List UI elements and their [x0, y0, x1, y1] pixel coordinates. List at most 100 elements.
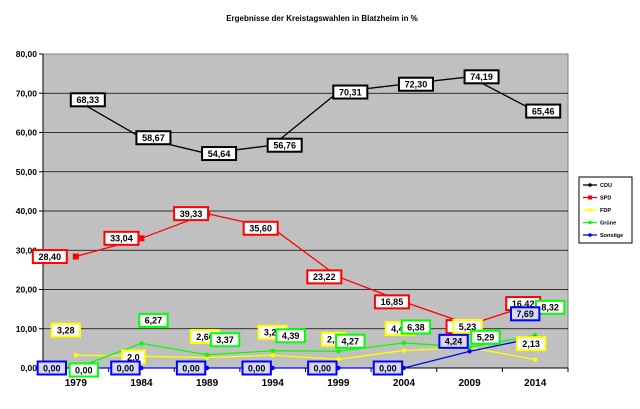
- x-tick-label: 2009: [458, 378, 481, 389]
- data-label-box: [372, 360, 404, 376]
- data-point: [467, 349, 472, 354]
- data-label: 2,13: [522, 339, 540, 349]
- labels-cdu: 68,33 58,67 54,64 56,76 70,31 72,30 74,19 65,46: [69, 69, 562, 162]
- labels-gr-ne: 0,00 6,27 3,37 4,39 4,27 6,38 5,29 8,32: [68, 299, 566, 378]
- data-label: 2,66: [196, 332, 214, 342]
- data-label-box: [31, 249, 68, 265]
- data-label-box: [438, 333, 469, 349]
- x-tick-label: 1979: [65, 378, 88, 389]
- data-label: 35,60: [249, 224, 272, 234]
- data-point: [270, 348, 275, 353]
- legend-marker: [588, 195, 592, 200]
- data-label-box: [103, 230, 140, 246]
- data-label-box: [463, 69, 500, 85]
- data-labels: 68,33 58,67 54,64 56,76 70,31 72,30 74,19 65,46…: [31, 69, 566, 378]
- legend-marker: [588, 233, 592, 237]
- data-label-box: [36, 360, 68, 376]
- data-label: 0,00: [117, 363, 135, 373]
- data-label: 39,33: [180, 209, 203, 219]
- data-label-box: [50, 322, 82, 338]
- data-point: [336, 357, 341, 362]
- legend-label: SPD: [600, 196, 611, 202]
- y-tick-label: 80,00: [16, 49, 38, 59]
- data-label: 6,38: [407, 322, 425, 332]
- data-point: [204, 352, 210, 357]
- data-label: 16,42: [512, 299, 535, 309]
- data-label-box: [110, 360, 141, 376]
- y-tick-label: 0,00: [20, 363, 37, 373]
- data-label-box: [266, 137, 303, 153]
- data-label: 72,30: [405, 80, 428, 90]
- data-label: 5,23: [459, 322, 477, 332]
- data-label: 0,00: [314, 363, 332, 373]
- chart-title: Ergebnisse der Kreistagswahlen in Blatzh…: [226, 14, 418, 23]
- data-label: 65,46: [532, 106, 555, 116]
- data-label: 6,27: [145, 316, 163, 326]
- x-tick-label: 1984: [130, 378, 153, 389]
- series-line: [75, 337, 536, 369]
- y-tick-label: 50,00: [16, 167, 38, 177]
- data-label: 0,00: [248, 363, 266, 373]
- data-point: [336, 349, 341, 354]
- data-label: 7,69: [516, 309, 534, 319]
- data-label: 23,22: [313, 272, 336, 282]
- data-point: [138, 235, 145, 242]
- data-label-box: [509, 306, 541, 322]
- legend-marker: [588, 208, 592, 212]
- data-label-box: [275, 328, 306, 344]
- data-label-box: [470, 329, 501, 345]
- data-label: 70,31: [339, 87, 362, 97]
- legend-label: FDP: [600, 208, 611, 214]
- x-tick-label: 1989: [196, 378, 219, 389]
- data-label: 5,29: [477, 333, 495, 343]
- data-label: 4,45: [391, 324, 409, 334]
- data-label-box: [400, 319, 432, 335]
- y-tick-label: 30,00: [16, 245, 38, 255]
- data-label-box: [138, 312, 169, 328]
- y-tick-label: 60,00: [16, 128, 38, 138]
- y-tick-label: 20,00: [16, 285, 38, 295]
- y-tick-label: 40,00: [16, 206, 38, 216]
- y-axis: 0,00 10,00 20,00 30,00 40,00 50,00 60,00 70,00 8…: [16, 49, 44, 373]
- data-label-box: [307, 360, 338, 376]
- data-label-box: [201, 146, 238, 162]
- legend-marker: [588, 220, 592, 225]
- x-tick-label: 2014: [524, 378, 547, 389]
- data-label: 68,33: [77, 95, 100, 105]
- data-label-box: [242, 220, 279, 236]
- data-point: [270, 353, 275, 358]
- data-label: 0,00: [182, 363, 200, 373]
- y-tick-label: 70,00: [16, 88, 38, 98]
- data-label-box: [306, 269, 343, 285]
- data-label: 8,32: [541, 303, 559, 313]
- data-label: 54,64: [208, 149, 231, 159]
- data-label-box: [241, 360, 272, 376]
- data-label: 2,2: [327, 335, 340, 345]
- data-label-box: [335, 333, 366, 349]
- data-label: 3,25: [264, 328, 282, 338]
- data-label-box: [525, 103, 562, 119]
- data-label-box: [173, 206, 210, 222]
- data-label: 74,19: [470, 72, 493, 82]
- data-label: 0,00: [43, 363, 61, 373]
- data-label: 58,67: [142, 133, 165, 143]
- data-label-box: [175, 360, 207, 376]
- legend-marker: [588, 183, 592, 187]
- x-tick-label: 1999: [327, 378, 350, 389]
- legend: CDU SPD FDP Grüne Sonstige: [578, 176, 633, 244]
- legend-label: Grüne: [600, 221, 616, 227]
- data-point: [72, 253, 79, 260]
- data-label: 28,40: [39, 252, 62, 262]
- legend-label: CDU: [600, 183, 612, 189]
- data-label-box: [68, 362, 100, 378]
- y-tick-label: 10,00: [16, 324, 38, 334]
- data-label-box: [397, 76, 434, 92]
- data-label-box: [69, 92, 106, 108]
- data-label: 2,0: [127, 352, 140, 362]
- data-label: 0,00: [75, 365, 93, 375]
- data-label: 16,85: [381, 297, 404, 307]
- data-label: 3,37: [216, 335, 234, 345]
- data-label-box: [515, 336, 547, 352]
- data-label: 4,39: [282, 331, 300, 341]
